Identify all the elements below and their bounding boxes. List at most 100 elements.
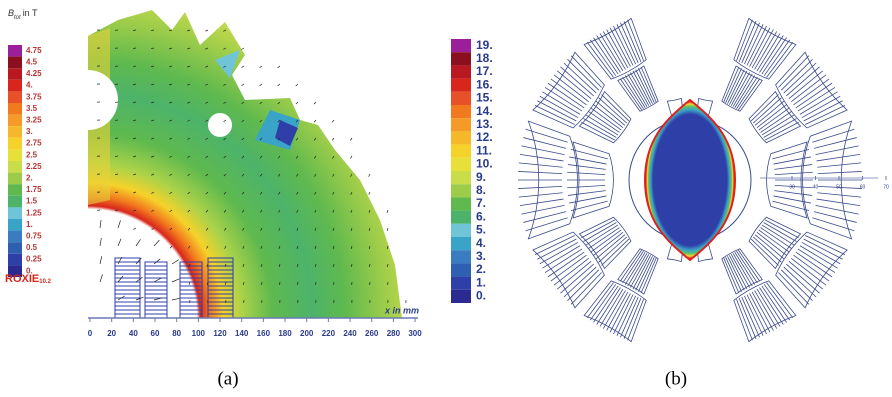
colorbar-label: 16. <box>476 77 493 91</box>
color-swatch <box>8 57 22 69</box>
field-arrow <box>332 120 334 122</box>
coil-turn <box>765 122 799 140</box>
colorbar-label: 14. <box>476 104 493 118</box>
color-swatch <box>8 207 22 219</box>
coil-turn <box>518 186 562 188</box>
coil-turn <box>812 218 854 231</box>
color-swatch <box>8 149 22 161</box>
colorbar-a: 4.754.54.254.3.753.53.253.2.752.52.252.1… <box>8 45 42 277</box>
x-tick-label: 60 <box>151 329 160 338</box>
color-swatch <box>451 290 471 303</box>
colorbar-label: 18. <box>476 51 493 65</box>
axis-tick-label: 70 <box>883 184 889 190</box>
coil-turn <box>588 111 620 132</box>
colorbar-label: 2. <box>26 174 33 183</box>
field-arrow <box>205 30 208 31</box>
colorbar-label: 1. <box>26 220 33 229</box>
x-tick-label: 260 <box>365 329 379 338</box>
coil-turn <box>760 111 792 132</box>
colorbar-label: 2.5 <box>26 150 38 159</box>
coil-turn <box>564 63 596 93</box>
color-swatch <box>451 197 471 210</box>
coil-turn <box>526 129 568 142</box>
field-arrow <box>278 84 280 86</box>
colorbar-label: 4. <box>26 81 33 90</box>
coil-turn <box>551 79 587 105</box>
coil-turn <box>620 79 642 110</box>
coil-turn <box>764 223 797 242</box>
coil-turn <box>812 129 854 142</box>
x-tick-label: 240 <box>343 329 357 338</box>
logo-version: 10.2 <box>39 279 51 285</box>
colorbar-label: 3. <box>476 249 486 263</box>
coil-turn <box>518 171 562 173</box>
field-arrow <box>314 102 316 104</box>
colorbar-label: 5. <box>476 223 486 237</box>
coil-turn <box>742 23 760 63</box>
field-arrow <box>369 192 370 195</box>
coil-turn <box>569 157 606 164</box>
coil-turn <box>773 196 810 203</box>
coil-turn <box>760 228 792 249</box>
figure: Btotin T 4.754.54.254.3.753.53.253.2.752… <box>0 0 892 397</box>
x-tick-label: 100 <box>192 329 206 338</box>
coil-turn <box>794 79 830 105</box>
coil-turn <box>586 225 618 245</box>
coil-turn <box>800 92 838 115</box>
colorbar-label: 2.75 <box>26 139 42 148</box>
coil-turn <box>791 258 826 285</box>
coil-turn <box>588 228 620 249</box>
color-swatch <box>451 105 471 118</box>
x-tick-label: 0 <box>88 329 93 338</box>
colorbar-label: 4.75 <box>26 46 42 55</box>
color-swatch <box>451 211 471 224</box>
coil-turn <box>521 205 564 214</box>
axis-tick-label: 50 <box>836 184 842 190</box>
color-swatch <box>451 79 471 92</box>
field-arrow <box>314 120 316 122</box>
x-tick-label: 160 <box>257 329 271 338</box>
coil-turn <box>628 299 644 340</box>
coil-turn <box>583 223 616 242</box>
logo: ROXIE10.2 <box>5 273 52 285</box>
subscript: tot <box>14 15 21 21</box>
coil-turn <box>737 77 758 109</box>
x-ticks: 0204060801001201401601802002202402602803… <box>88 318 422 338</box>
color-swatch <box>8 173 22 185</box>
coil-turn <box>815 205 858 214</box>
coil-turn <box>737 251 758 283</box>
coil-turn <box>557 261 591 289</box>
colorbar-label: 1.5 <box>26 197 38 206</box>
coil-turn <box>569 196 606 203</box>
axis-tick-label: 60 <box>860 184 866 190</box>
coil-turn <box>526 218 568 231</box>
field-arrow <box>278 66 280 68</box>
field-arrow <box>241 48 244 50</box>
x-tick-label: 220 <box>322 329 336 338</box>
coil-turn <box>551 255 587 281</box>
colorbar-b: 19.18.17.16.15.14.13.12.11.10.9.8.7.6.5.… <box>451 38 493 303</box>
x-tick-label: 80 <box>172 329 181 338</box>
field-arrow <box>260 66 262 68</box>
colorbar-label: 0.75 <box>26 232 42 241</box>
coil-turn <box>736 299 752 340</box>
coil-turn <box>568 165 606 170</box>
coil-turn <box>805 105 845 124</box>
color-swatch <box>8 91 22 103</box>
colorbar-label: 4.25 <box>26 69 42 78</box>
coil-turn <box>805 236 845 255</box>
coil-turn <box>817 199 861 206</box>
coil-turn <box>815 146 858 155</box>
coil-turn <box>784 267 816 297</box>
coil-turn <box>786 264 819 293</box>
coil-turn <box>762 115 794 135</box>
field-arrow <box>369 174 370 177</box>
color-swatch <box>8 138 22 150</box>
colorbar-label: 4. <box>476 236 486 250</box>
coil-turn <box>781 59 812 90</box>
coil-turn <box>738 79 760 110</box>
coil-turn <box>817 163 861 167</box>
field-arrow <box>260 84 262 86</box>
colorbar-label: 9. <box>476 170 486 184</box>
coil-turn <box>520 154 564 161</box>
